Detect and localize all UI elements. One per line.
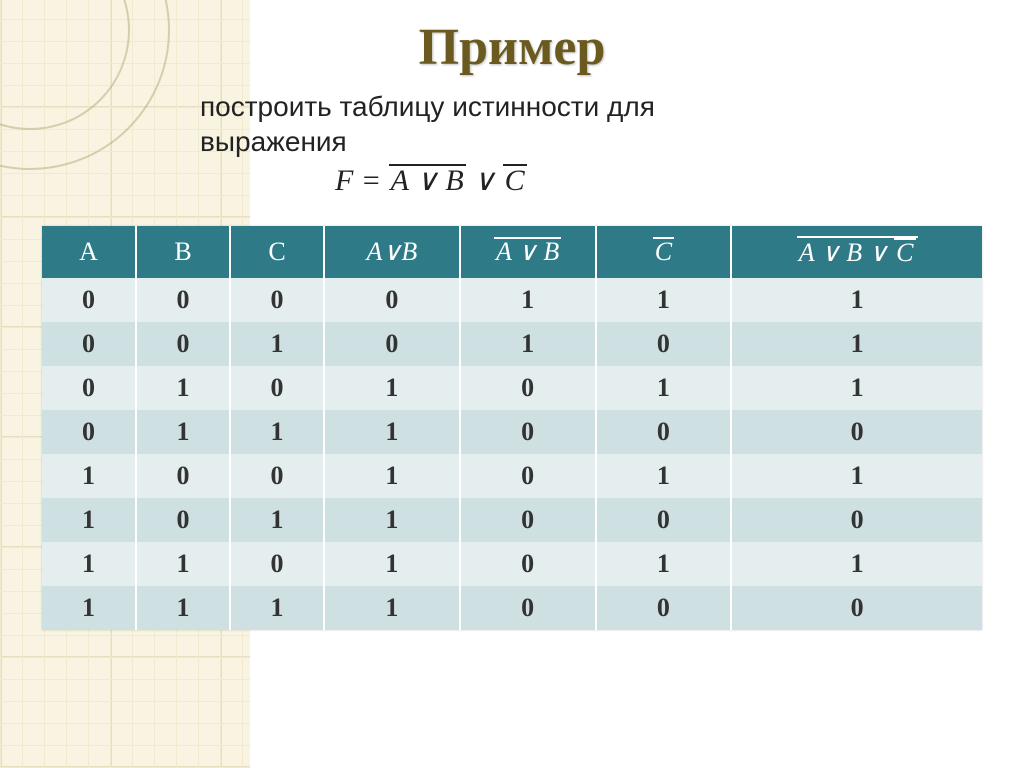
table-cell: 1 bbox=[230, 410, 324, 454]
table-cell: 0 bbox=[136, 454, 230, 498]
table-cell: 1 bbox=[596, 454, 732, 498]
table-header-row: A B C A∨B A ∨ B C A ∨ B ∨ C bbox=[42, 226, 982, 278]
th-not-AvB: A ∨ B bbox=[460, 226, 596, 278]
table-cell: 1 bbox=[230, 322, 324, 366]
table-row: 0000111 bbox=[42, 278, 982, 322]
th-not-C: C bbox=[596, 226, 732, 278]
table-cell: 0 bbox=[460, 366, 596, 410]
table-cell: 0 bbox=[230, 278, 324, 322]
table-cell: 0 bbox=[42, 410, 136, 454]
formula-or: ∨ bbox=[466, 164, 503, 197]
table-cell: 0 bbox=[731, 586, 982, 630]
table-cell: 1 bbox=[324, 410, 460, 454]
table-cell: 1 bbox=[324, 542, 460, 586]
table-cell: 1 bbox=[731, 454, 982, 498]
th-AvB: A∨B bbox=[324, 226, 460, 278]
table-cell: 0 bbox=[460, 498, 596, 542]
table-cell: 0 bbox=[596, 586, 732, 630]
formula-not-avb: A ∨ B bbox=[389, 164, 466, 196]
table-cell: 1 bbox=[42, 454, 136, 498]
table-cell: 1 bbox=[42, 498, 136, 542]
th-C: C bbox=[230, 226, 324, 278]
formula-not-c: C bbox=[503, 164, 527, 196]
table-cell: 1 bbox=[230, 498, 324, 542]
table-row: 1011000 bbox=[42, 498, 982, 542]
table-cell: 1 bbox=[731, 278, 982, 322]
table-cell: 0 bbox=[230, 366, 324, 410]
table-cell: 1 bbox=[596, 278, 732, 322]
table-row: 1101011 bbox=[42, 542, 982, 586]
table-cell: 1 bbox=[596, 366, 732, 410]
table-cell: 0 bbox=[596, 322, 732, 366]
table-cell: 0 bbox=[731, 410, 982, 454]
th-full: A ∨ B ∨ C bbox=[731, 226, 982, 278]
table-cell: 1 bbox=[324, 586, 460, 630]
table-cell: 1 bbox=[731, 366, 982, 410]
table-cell: 0 bbox=[230, 542, 324, 586]
table-cell: 0 bbox=[460, 586, 596, 630]
table-cell: 1 bbox=[230, 586, 324, 630]
table-cell: 0 bbox=[136, 322, 230, 366]
subtitle-line-2: выражения bbox=[200, 124, 1024, 159]
table-cell: 1 bbox=[731, 542, 982, 586]
table-cell: 1 bbox=[42, 542, 136, 586]
table-cell: 1 bbox=[324, 366, 460, 410]
table-row: 0111000 bbox=[42, 410, 982, 454]
subtitle-line-1: построить таблицу истинности для bbox=[200, 89, 1024, 124]
th-B: B bbox=[136, 226, 230, 278]
table-cell: 1 bbox=[136, 586, 230, 630]
table-cell: 1 bbox=[136, 366, 230, 410]
table-cell: 0 bbox=[42, 366, 136, 410]
table-cell: 1 bbox=[136, 542, 230, 586]
table-cell: 1 bbox=[731, 322, 982, 366]
table-cell: 0 bbox=[136, 278, 230, 322]
slide-content: Пример построить таблицу истинности для … bbox=[0, 0, 1024, 630]
table-cell: 1 bbox=[136, 410, 230, 454]
table-cell: 1 bbox=[460, 322, 596, 366]
table-cell: 0 bbox=[136, 498, 230, 542]
truth-table: A B C A∨B A ∨ B C A ∨ B ∨ C bbox=[42, 226, 982, 630]
table-cell: 1 bbox=[596, 542, 732, 586]
table-cell: 0 bbox=[42, 278, 136, 322]
table-row: 1111000 bbox=[42, 586, 982, 630]
table-cell: 1 bbox=[460, 278, 596, 322]
formula: F = A ∨ B ∨ C bbox=[335, 163, 1024, 198]
table-cell: 1 bbox=[324, 454, 460, 498]
table-cell: 1 bbox=[42, 586, 136, 630]
table-cell: 0 bbox=[731, 498, 982, 542]
truth-table-container: A B C A∨B A ∨ B C A ∨ B ∨ C bbox=[42, 226, 982, 630]
table-cell: 0 bbox=[324, 278, 460, 322]
table-cell: 0 bbox=[324, 322, 460, 366]
table-cell: 0 bbox=[460, 410, 596, 454]
formula-prefix: F = bbox=[335, 164, 389, 197]
table-row: 0010101 bbox=[42, 322, 982, 366]
table-body: 0000111001010101010110111000100101110110… bbox=[42, 278, 982, 630]
page-title: Пример bbox=[0, 18, 1024, 77]
table-cell: 0 bbox=[460, 454, 596, 498]
table-cell: 0 bbox=[230, 454, 324, 498]
table-cell: 0 bbox=[596, 410, 732, 454]
table-cell: 0 bbox=[596, 498, 732, 542]
table-cell: 1 bbox=[324, 498, 460, 542]
table-cell: 0 bbox=[460, 542, 596, 586]
subtitle: построить таблицу истинности для выражен… bbox=[200, 89, 1024, 159]
table-cell: 0 bbox=[42, 322, 136, 366]
table-row: 0101011 bbox=[42, 366, 982, 410]
table-row: 1001011 bbox=[42, 454, 982, 498]
th-A: A bbox=[42, 226, 136, 278]
